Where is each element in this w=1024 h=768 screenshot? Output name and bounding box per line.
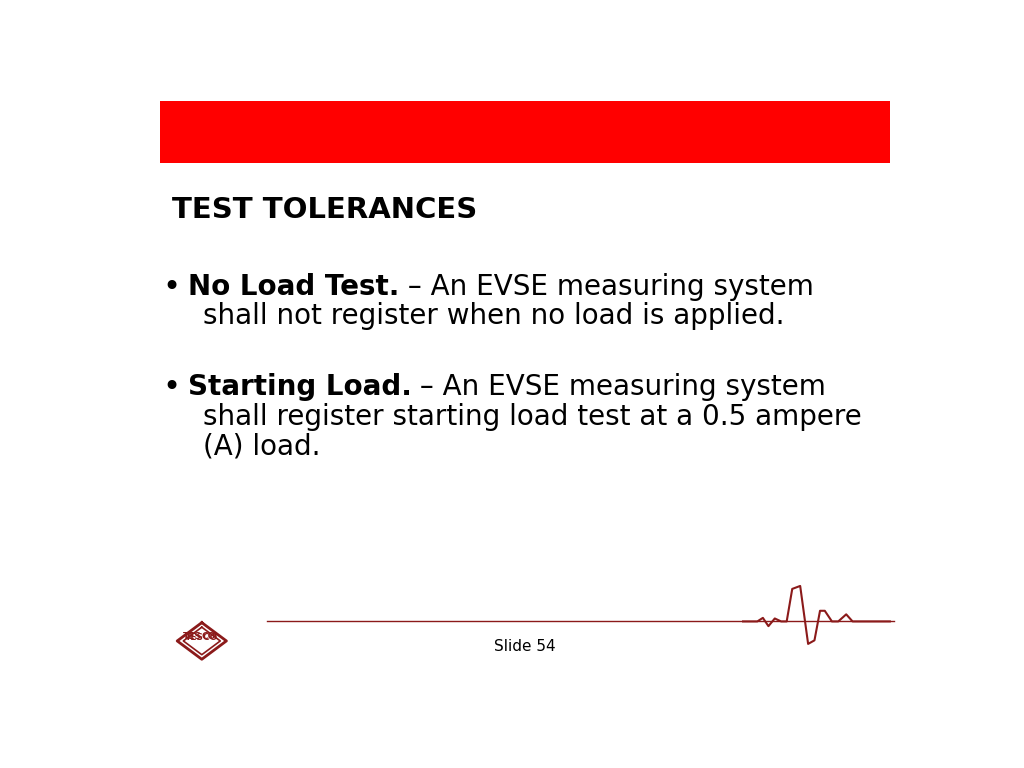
Text: TESCO: TESCO bbox=[185, 633, 218, 642]
Text: – An EVSE measuring system: – An EVSE measuring system bbox=[399, 273, 814, 300]
Text: – An EVSE measuring system: – An EVSE measuring system bbox=[412, 373, 826, 401]
Text: shall not register when no load is applied.: shall not register when no load is appli… bbox=[204, 302, 784, 330]
Text: (A) load.: (A) load. bbox=[204, 432, 321, 460]
Text: shall register starting load test at a 0.5 ampere: shall register starting load test at a 0… bbox=[204, 402, 862, 431]
Text: •: • bbox=[163, 373, 180, 402]
Text: TEST TOLERANCES: TEST TOLERANCES bbox=[172, 196, 477, 223]
Text: Starting Load.: Starting Load. bbox=[187, 373, 412, 401]
Text: No Load Test.: No Load Test. bbox=[187, 273, 399, 300]
Bar bbox=[160, 101, 890, 163]
Text: Slide 54: Slide 54 bbox=[494, 639, 556, 654]
Text: CO: CO bbox=[202, 632, 216, 641]
Text: TES: TES bbox=[183, 632, 202, 641]
Text: •: • bbox=[163, 273, 180, 302]
